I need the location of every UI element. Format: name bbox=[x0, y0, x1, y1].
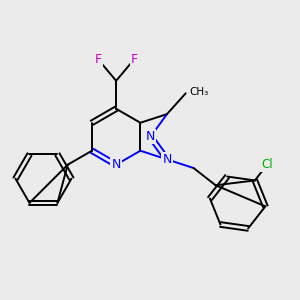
Text: F: F bbox=[130, 53, 138, 66]
Text: N: N bbox=[112, 158, 121, 171]
Text: N: N bbox=[162, 153, 172, 166]
Text: N: N bbox=[146, 130, 155, 143]
Text: Cl: Cl bbox=[261, 158, 273, 172]
Text: CH₃: CH₃ bbox=[189, 87, 208, 98]
Text: F: F bbox=[94, 53, 102, 66]
